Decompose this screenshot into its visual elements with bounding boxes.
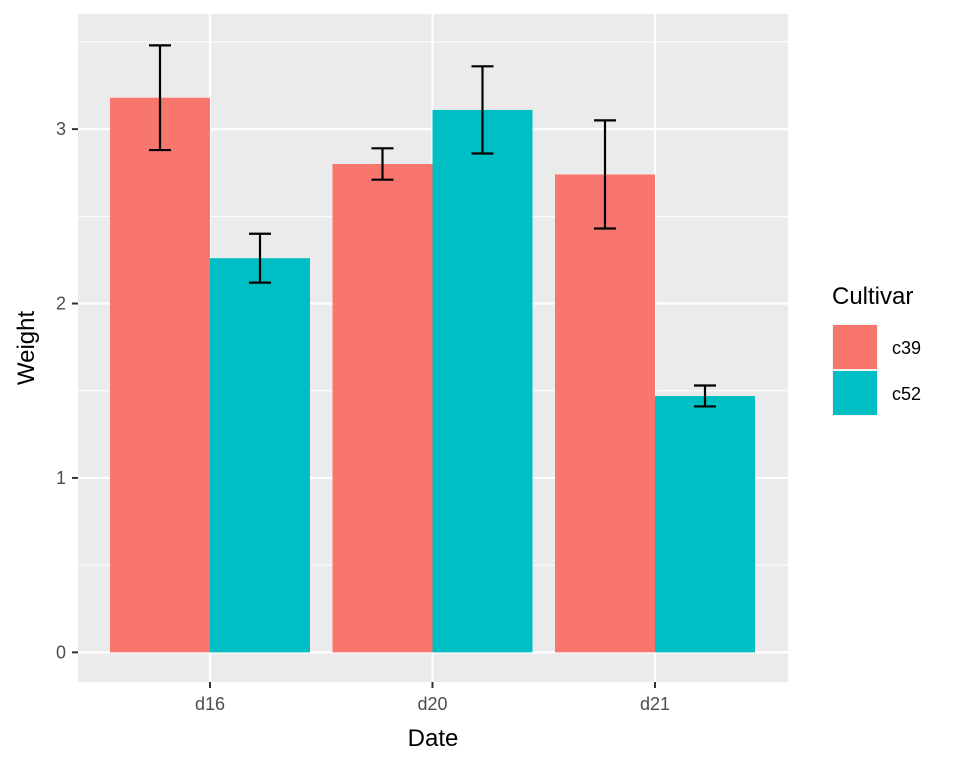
legend-title: Cultivar [832, 283, 913, 310]
x-tick-label: d21 [640, 694, 670, 714]
legend-key-c39 [833, 325, 877, 369]
bar-c39-d20 [332, 163, 433, 653]
error-bar-c52-d16 [249, 232, 271, 284]
bar-c52-d16 [210, 258, 310, 653]
y-tick-label: 1 [56, 468, 66, 488]
error-bars [149, 44, 716, 408]
legend-label-c52: c52 [892, 384, 921, 404]
x-tick-label: d20 [417, 694, 447, 714]
error-bar-c39-d20 [371, 147, 394, 181]
x-tick-label: d16 [195, 694, 225, 714]
y-tick-label: 3 [56, 119, 66, 139]
legend-label-c39: c39 [892, 338, 921, 358]
error-bar-c39-d21 [594, 119, 616, 230]
y-tick-label: 0 [56, 642, 66, 662]
bar-c39-d16 [110, 97, 210, 653]
bar-c39-d21 [555, 174, 655, 653]
bar-c52-d20 [432, 109, 533, 653]
legend: Cultivar c39 c52 [832, 283, 921, 416]
x-axis-title: Date [408, 725, 459, 752]
error-bar-c52-d20 [471, 65, 494, 155]
y-tick-label: 2 [56, 294, 66, 314]
bar-c52-d21 [655, 395, 755, 653]
error-bar-c39-d16 [149, 44, 171, 152]
error-bar-c52-d21 [694, 384, 716, 408]
axes: 0 1 2 3 d16 d20 d21 [56, 119, 670, 714]
legend-key-c52 [833, 371, 877, 415]
bars [110, 97, 755, 653]
y-axis-title: Weight [13, 311, 40, 386]
